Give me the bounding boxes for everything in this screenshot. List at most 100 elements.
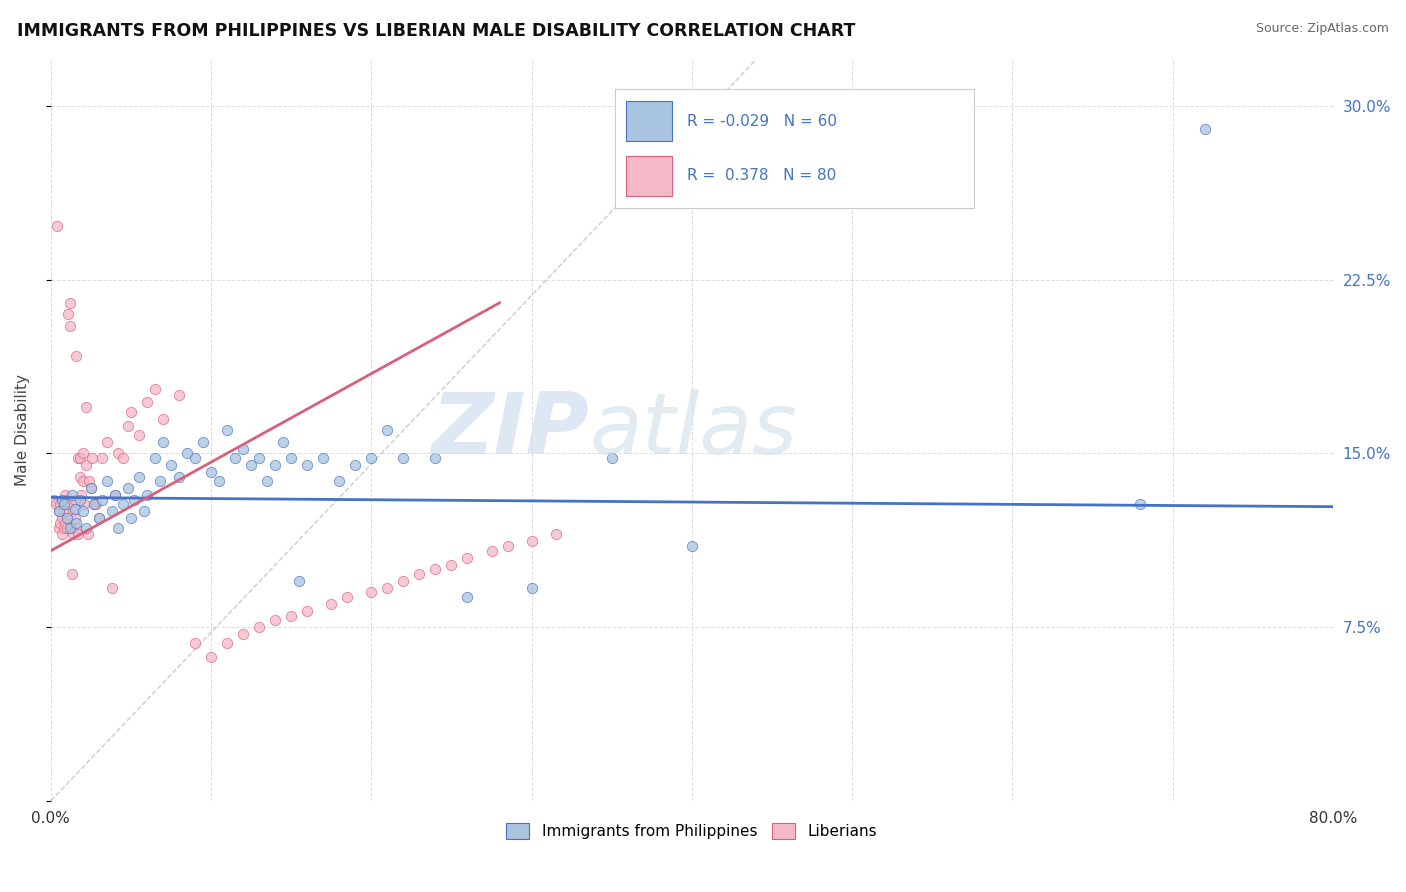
Legend: Immigrants from Philippines, Liberians: Immigrants from Philippines, Liberians [501, 817, 883, 845]
Point [111, 450, 134, 465]
Point [96, 474, 118, 488]
Point [42, 492, 65, 507]
Point [544, 527, 567, 541]
Point [72, 504, 94, 518]
Point [143, 382, 166, 396]
Point [288, 574, 311, 588]
Point [72, 474, 94, 488]
Point [48, 504, 70, 518]
Point [51, 511, 73, 525]
Point [520, 581, 543, 595]
Point [46, 219, 69, 234]
Point [52, 497, 75, 511]
Point [152, 411, 174, 425]
Point [1129, 497, 1152, 511]
Point [75, 458, 97, 472]
Point [167, 388, 190, 402]
Point [136, 488, 159, 502]
Point [120, 405, 142, 419]
Point [49, 497, 72, 511]
Point [63, 492, 86, 507]
Point [344, 458, 367, 472]
Point [62, 527, 84, 541]
Point [184, 450, 207, 465]
Point [69, 450, 91, 465]
Point [120, 511, 142, 525]
Point [52, 520, 75, 534]
Point [65, 520, 87, 534]
Point [60, 520, 83, 534]
Point [91, 492, 114, 507]
Point [117, 481, 139, 495]
Point [51, 527, 73, 541]
Point [59, 520, 82, 534]
Point [56, 520, 79, 534]
Point [56, 511, 79, 525]
Point [160, 458, 183, 472]
Point [496, 539, 519, 553]
Point [56, 492, 79, 507]
Point [128, 428, 150, 442]
Point [59, 318, 82, 333]
Point [104, 488, 127, 502]
Point [256, 474, 278, 488]
Point [375, 581, 398, 595]
Point [232, 627, 254, 641]
Point [408, 566, 430, 581]
Point [264, 458, 287, 472]
Point [65, 516, 87, 530]
Point [83, 497, 105, 511]
Point [336, 590, 359, 604]
Point [200, 465, 222, 479]
Point [520, 534, 543, 549]
Point [360, 450, 382, 465]
Point [51, 492, 73, 507]
Point [100, 581, 122, 595]
Point [52, 497, 75, 511]
Point [128, 469, 150, 483]
Point [122, 492, 145, 507]
Y-axis label: Male Disability: Male Disability [15, 375, 30, 486]
Point [136, 395, 159, 409]
Point [232, 442, 254, 456]
Point [312, 450, 335, 465]
Point [208, 474, 231, 488]
Point [456, 590, 478, 604]
Text: Source: ZipAtlas.com: Source: ZipAtlas.com [1256, 22, 1389, 36]
Point [104, 488, 127, 502]
Point [107, 446, 129, 460]
Point [75, 520, 97, 534]
Point [132, 504, 155, 518]
Point [111, 497, 134, 511]
Point [69, 492, 91, 507]
Text: ZIP: ZIP [432, 389, 589, 472]
Point [240, 458, 263, 472]
Point [48, 520, 70, 534]
Point [456, 550, 478, 565]
Point [73, 497, 96, 511]
Point [69, 469, 91, 483]
Point [100, 504, 122, 518]
Point [59, 295, 82, 310]
Point [176, 446, 198, 460]
Point [360, 585, 382, 599]
Point [56, 504, 79, 518]
Point [87, 511, 110, 525]
Point [247, 620, 270, 634]
Point [440, 558, 463, 572]
Point [58, 497, 80, 511]
Point [328, 474, 350, 488]
Point [67, 450, 90, 465]
Point [49, 516, 72, 530]
Point [217, 636, 239, 650]
Point [297, 604, 319, 618]
Point [83, 497, 105, 511]
Text: atlas: atlas [589, 389, 797, 472]
Point [224, 450, 246, 465]
Point [91, 450, 114, 465]
Point [375, 423, 398, 437]
Point [82, 450, 104, 465]
Point [79, 474, 101, 488]
Point [65, 349, 87, 363]
Point [52, 504, 75, 518]
